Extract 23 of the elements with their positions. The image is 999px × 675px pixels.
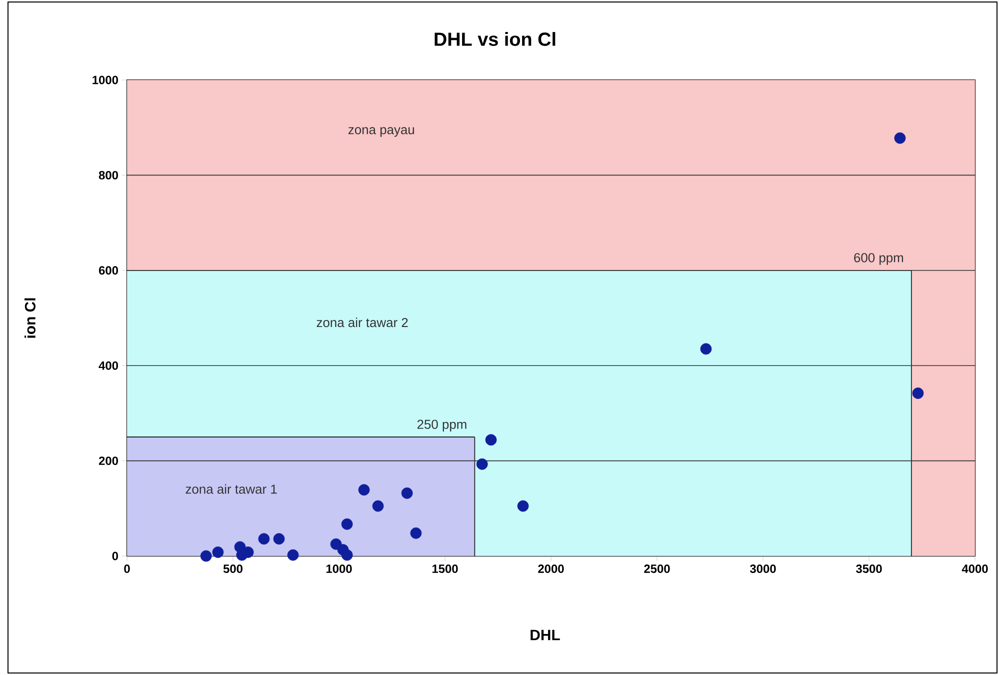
x-tick-label: 3500: [856, 564, 882, 574]
band-label: zona payau: [348, 127, 414, 137]
x-tick-label: 500: [223, 564, 242, 573]
x-tick-label: 3000: [750, 564, 776, 574]
chart-title: DHL vs ion Cl: [434, 32, 556, 46]
y-tick-label: 200: [98, 456, 118, 466]
x-tick-label: 1500: [432, 564, 458, 573]
band-label: zona air tawar 2: [316, 318, 408, 328]
x-tick-label: 2000: [538, 564, 564, 573]
x-tick-label: 4000: [962, 564, 988, 573]
x-axis-title: DHL: [530, 630, 560, 640]
band-label: zona air tawar 1: [186, 484, 277, 494]
y-tick-label: 1000: [92, 76, 118, 84]
y-axis-title: ion Cl: [24, 298, 36, 338]
y-tick-label: 0: [112, 552, 118, 560]
y-tick-label: 800: [98, 170, 118, 180]
ref-line-label: 250 ppm: [417, 420, 466, 432]
x-tick-label: 0: [124, 564, 130, 573]
y-tick-label: 600: [98, 266, 118, 275]
x-tick-label: 1000: [326, 564, 352, 573]
x-tick-label: 2500: [644, 564, 670, 573]
ref-line-label: 600 ppm: [854, 253, 904, 265]
y-tick-label: 400: [98, 361, 118, 370]
